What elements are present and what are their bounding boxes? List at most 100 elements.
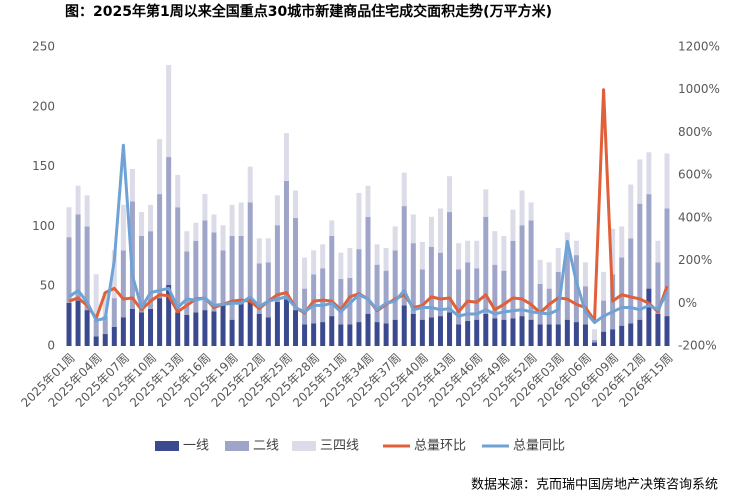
bar-segment bbox=[456, 243, 462, 270]
bar-segment bbox=[75, 300, 81, 346]
bar-segment bbox=[293, 190, 299, 219]
bar-segment bbox=[537, 283, 543, 325]
bar-segment bbox=[573, 255, 579, 323]
bar-segment bbox=[302, 257, 308, 289]
bar-segment bbox=[428, 246, 434, 318]
bar-segment bbox=[519, 316, 525, 346]
bar-segment bbox=[184, 231, 190, 252]
bar-segment bbox=[628, 238, 634, 324]
bar-segment bbox=[211, 311, 217, 346]
y2-tick-label: 200% bbox=[678, 253, 712, 267]
bar-segment bbox=[66, 302, 72, 346]
bar-segment bbox=[501, 319, 507, 346]
legend-swatch bbox=[225, 441, 249, 451]
bar-segment bbox=[447, 176, 453, 213]
bar-segment bbox=[338, 252, 344, 280]
bar-segment bbox=[175, 312, 181, 346]
bar-segment bbox=[664, 208, 670, 317]
bar-segment bbox=[193, 312, 199, 346]
bar-segment bbox=[102, 316, 108, 335]
bar-segment bbox=[419, 319, 425, 346]
bar-segment bbox=[437, 208, 443, 253]
bar-segment bbox=[320, 244, 326, 269]
bar-segment bbox=[175, 174, 181, 208]
bar-segment bbox=[120, 317, 126, 346]
bar-segment bbox=[229, 319, 235, 346]
y2-tick-label: 600% bbox=[678, 168, 712, 182]
bar-segment bbox=[220, 305, 226, 346]
bar-segment bbox=[510, 209, 516, 241]
bar-segment bbox=[610, 228, 616, 275]
line bbox=[68, 143, 669, 325]
y2-tick-label: 400% bbox=[678, 210, 712, 224]
y2-tick-label: -200% bbox=[678, 339, 717, 353]
bar-segment bbox=[546, 288, 552, 325]
bar-segment bbox=[202, 194, 208, 221]
bar-segment bbox=[447, 212, 453, 313]
bar-segment bbox=[347, 277, 353, 325]
legend-label: 总量同比 bbox=[513, 439, 565, 454]
bar-segment bbox=[437, 316, 443, 346]
chart-title: 图：2025年第1周以来全国重点30城市新建商品住宅成交面积走势(万平方米) bbox=[65, 3, 552, 20]
bar-segment bbox=[465, 240, 471, 263]
bar-segment bbox=[238, 302, 244, 346]
y-tick-label: 250 bbox=[32, 40, 55, 54]
bar-segment bbox=[582, 324, 588, 346]
bar-segment bbox=[138, 312, 144, 346]
y-tick-label: 50 bbox=[40, 279, 55, 293]
bar-segment bbox=[501, 270, 507, 320]
bar-segment bbox=[265, 317, 271, 346]
bar-segment bbox=[492, 264, 498, 319]
bar-segment bbox=[428, 317, 434, 346]
bar-segment bbox=[238, 235, 244, 303]
bar-segment bbox=[311, 274, 317, 324]
bar-segment bbox=[184, 314, 190, 346]
bar-segment bbox=[347, 324, 353, 346]
bar-segment bbox=[311, 250, 317, 275]
bar-segment bbox=[66, 207, 72, 238]
bar-segment bbox=[582, 286, 588, 325]
bar-segment bbox=[120, 204, 126, 251]
bar-segment bbox=[582, 262, 588, 287]
bar-segment bbox=[129, 168, 135, 202]
bar-segment bbox=[365, 216, 371, 314]
bar-segment bbox=[120, 250, 126, 318]
bar-segment bbox=[646, 288, 652, 346]
bar-segment bbox=[211, 214, 217, 233]
bar-segment bbox=[628, 323, 634, 346]
bar-segment bbox=[528, 202, 534, 221]
y-tick-label: 150 bbox=[32, 159, 55, 173]
y-tick-label: 0 bbox=[47, 339, 55, 353]
bar-segment bbox=[184, 251, 190, 315]
bar-segment bbox=[519, 190, 525, 226]
bar-segment bbox=[510, 240, 516, 319]
bar-segment bbox=[111, 250, 117, 299]
bar-segment bbox=[546, 324, 552, 346]
bar-segment bbox=[329, 220, 335, 236]
y2-tick-label: 0% bbox=[678, 296, 697, 310]
bar-segment bbox=[655, 313, 661, 346]
legend-label: 二线 bbox=[253, 439, 279, 454]
legend-label: 一线 bbox=[183, 439, 209, 454]
bar-segment bbox=[265, 238, 271, 263]
bar-segment bbox=[283, 299, 289, 346]
bar-segment bbox=[256, 263, 262, 314]
y2-tick-label: 1200% bbox=[678, 40, 720, 54]
bar-segment bbox=[138, 235, 144, 313]
bar-segment bbox=[628, 184, 634, 239]
bar-segment bbox=[148, 308, 154, 346]
bar-segment bbox=[84, 226, 90, 311]
bar-segment bbox=[166, 285, 172, 346]
bar-segment bbox=[456, 269, 462, 325]
bar-segment bbox=[329, 235, 335, 317]
bar-segment bbox=[220, 250, 226, 306]
bar-segment bbox=[175, 207, 181, 313]
bar-segment bbox=[528, 220, 534, 320]
bar-segment bbox=[655, 262, 661, 314]
bar-segment bbox=[320, 268, 326, 323]
bar-segment bbox=[564, 319, 570, 346]
bar-segment bbox=[383, 247, 389, 271]
bar-segment bbox=[148, 204, 154, 232]
bar-segment bbox=[519, 225, 525, 317]
